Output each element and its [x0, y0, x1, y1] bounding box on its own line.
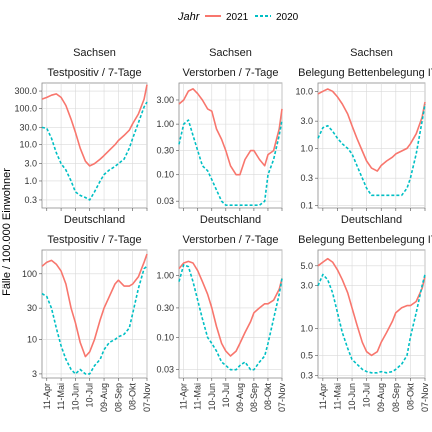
- series-line-2021: [178, 260, 283, 357]
- panel-1: Sachsen Testpositiv / 7-Tage 0.3 1.0 3.0 10.0…: [14, 47, 148, 211]
- series-line-2021: [178, 88, 283, 176]
- y-tick-label: 1.0: [24, 176, 37, 186]
- y-tick-label: 0.3: [24, 195, 37, 205]
- x-tick-label: 10-Jul: [221, 383, 231, 408]
- series-line-2021: [41, 84, 148, 167]
- x-tick-label: 08-Okt: [405, 383, 415, 411]
- panel-metric-label: Testpositiv / 7-Tage: [47, 234, 141, 246]
- y-tick-label: 0.5: [300, 350, 313, 360]
- y-tick-label: 10.0: [295, 86, 313, 96]
- y-tick-label: 10: [27, 335, 37, 345]
- y-tick-label: 100: [22, 269, 37, 279]
- series-line-2020: [41, 101, 148, 201]
- y-tick-label: 3: [32, 369, 37, 379]
- x-tick-label: 08-Sep: [113, 383, 123, 412]
- y-axis-title: Fälle / 100.000 Einwohner: [1, 168, 13, 296]
- y-tick-label: 5.0: [300, 261, 313, 271]
- y-tick-label: 3.0: [300, 116, 313, 126]
- panel-2: Sachsen Verstorben / 7-Tage 0.03 0.10 0.30 1.…: [156, 47, 283, 211]
- panel-metric-label: Belegung Bettenbelegung ITS: [298, 234, 432, 246]
- series-line-2021: [317, 88, 426, 172]
- x-tick-label: 11-Mai: [332, 383, 342, 410]
- x-tick-label: 10-Jun: [70, 383, 80, 411]
- x-tick-label: 09-Aug: [376, 383, 386, 412]
- series-line-2020: [178, 119, 283, 206]
- x-tick-label: 10-Jun: [207, 383, 217, 411]
- y-tick-label: 1.0: [300, 143, 313, 153]
- x-tick-label: 11-Apr: [179, 383, 189, 409]
- panel-4: Deutschland Testpositiv / 7-Tage 11-Apr 11-…: [22, 214, 152, 412]
- x-tick-label: 08-Sep: [391, 383, 401, 412]
- x-tick-label: 11-Mai: [56, 383, 66, 410]
- y-tick-label: 30: [27, 303, 37, 313]
- plot-area: [41, 249, 148, 379]
- y-tick-label: 300.0: [14, 86, 37, 96]
- y-tick-label: 0.03: [156, 365, 174, 375]
- legend: Jahr 2021 2020: [177, 11, 299, 23]
- y-tick-label: 3.0: [300, 281, 313, 291]
- x-tick-label: 11-Mai: [193, 383, 203, 410]
- series-line-2020: [317, 273, 426, 374]
- panel-region-label: Sachsen: [73, 47, 116, 59]
- panel-6: Deutschland Belegung Bettenbelegung ITS 11…: [298, 214, 432, 412]
- y-tick-label: 0.10: [156, 332, 174, 342]
- y-tick-label: 1.00: [156, 119, 174, 129]
- panel-metric-label: Belegung Bettenbelegung ITS: [298, 67, 432, 79]
- panel-region-label: Deutschland: [341, 214, 402, 226]
- y-tick-label: 1.0: [300, 323, 313, 333]
- y-tick-label: 0.10: [156, 170, 174, 180]
- y-tick-label: 0.30: [156, 303, 174, 313]
- series-line-2021: [41, 253, 148, 358]
- series-line-2020: [178, 263, 283, 371]
- plot-area: [178, 82, 283, 209]
- x-tick-label: 11-Apr: [42, 383, 52, 409]
- x-tick-label: 07-Nov: [142, 383, 152, 413]
- y-tick-label: 30.0: [19, 122, 37, 132]
- y-tick-label: 0.1: [300, 200, 313, 210]
- x-tick-label: 10-Jun: [347, 383, 357, 411]
- x-tick-label: 11-Apr: [318, 383, 328, 409]
- y-tick-label: 1.00: [156, 271, 174, 281]
- panel-3: Sachsen Belegung Bettenbelegung ITS 0.1 0.3…: [295, 47, 432, 211]
- y-tick-label: 0.3: [300, 370, 313, 380]
- series-line-2021: [317, 257, 426, 357]
- x-tick-label: 08-Okt: [263, 383, 273, 411]
- y-tick-label: 0.30: [156, 146, 174, 156]
- panel-metric-label: Verstorben / 7-Tage: [182, 234, 278, 246]
- x-tick-label: 09-Aug: [235, 383, 245, 412]
- plot-area: [41, 82, 148, 209]
- y-tick-label: 3.00: [156, 95, 174, 105]
- x-tick-label: 08-Okt: [128, 383, 138, 411]
- series-line-2020: [41, 265, 148, 375]
- x-tick-label: 08-Sep: [249, 383, 259, 412]
- x-tick-label: 10-Jul: [85, 383, 95, 408]
- y-tick-label: 0.3: [300, 173, 313, 183]
- legend-title: Jahr: [177, 11, 201, 23]
- x-tick-label: 09-Aug: [99, 383, 109, 412]
- x-tick-label: 07-Nov: [420, 383, 430, 413]
- panel-5: Deutschland Verstorben / 7-Tage 11-Apr 11-M…: [156, 214, 287, 412]
- plot-area: [317, 249, 426, 379]
- plot-area: [178, 249, 283, 379]
- legend-label-2020: 2020: [276, 12, 299, 23]
- panel-region-label: Deutschland: [200, 214, 261, 226]
- panel-metric-label: Verstorben / 7-Tage: [182, 67, 278, 79]
- panel-region-label: Sachsen: [209, 47, 252, 59]
- y-tick-label: 10.0: [19, 140, 37, 150]
- series-line-2020: [317, 103, 426, 197]
- x-tick-label: 10-Jul: [362, 383, 372, 408]
- x-tick-label: 07-Nov: [277, 383, 287, 413]
- y-tick-label: 0.03: [156, 196, 174, 206]
- y-tick-label: 3.0: [24, 159, 37, 169]
- legend-label-2021: 2021: [226, 12, 249, 23]
- panel-region-label: Sachsen: [350, 47, 393, 59]
- panel-metric-label: Testpositiv / 7-Tage: [47, 67, 141, 79]
- panels: Sachsen Testpositiv / 7-Tage 0.3 1.0 3.0 10.0…: [14, 47, 432, 412]
- panel-region-label: Deutschland: [64, 214, 125, 226]
- y-tick-label: 100.0: [14, 103, 37, 113]
